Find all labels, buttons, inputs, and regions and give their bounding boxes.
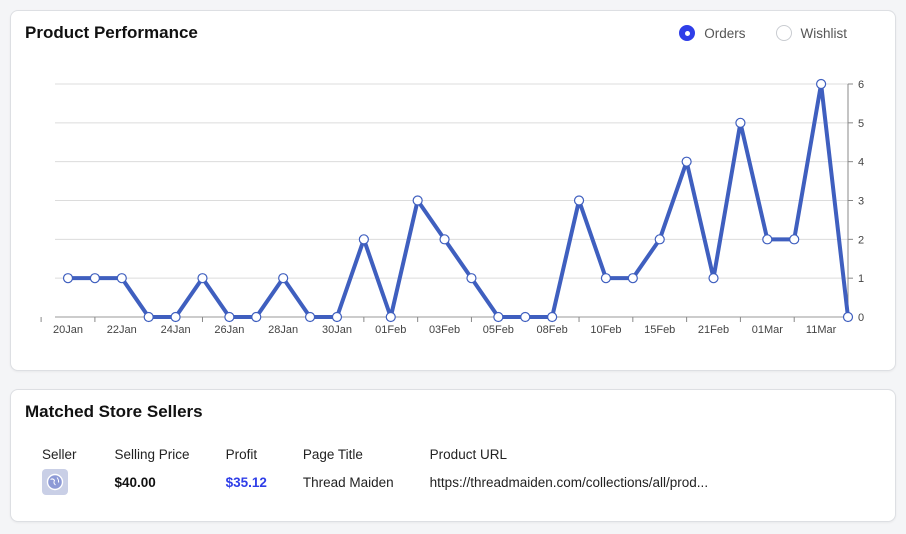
orders-data-point[interactable] <box>842 311 854 323</box>
orders-data-point[interactable] <box>681 156 692 167</box>
profit-cell: $35.12 <box>225 474 267 490</box>
orders-data-point[interactable] <box>735 117 746 128</box>
y-tick-label: 4 <box>858 157 864 169</box>
orders-data-point[interactable] <box>708 273 719 284</box>
wishlist-radio[interactable]: Wishlist <box>775 25 848 41</box>
table-row[interactable]: $40.00 $35.12 Thread Maiden https://thre… <box>25 464 726 500</box>
orders-data-point[interactable] <box>816 78 827 90</box>
orders-data-point[interactable] <box>762 234 773 245</box>
product-performance-card: Product Performance Orders Wishlist 0 1 2 3… <box>10 10 896 371</box>
x-tick-label: 03Feb <box>429 324 460 336</box>
x-tick-label: 08Feb <box>537 324 568 336</box>
y-tick-label: 1 <box>858 273 864 285</box>
wishlist-radio-label: Wishlist <box>800 25 848 41</box>
selling-price-cell: $40.00 <box>114 474 156 490</box>
orders-data-point[interactable] <box>251 311 262 323</box>
orders-radio-icon[interactable] <box>679 25 696 41</box>
orders-data-point[interactable] <box>493 311 504 323</box>
column-header-seller: Seller <box>42 446 77 462</box>
orders-data-point[interactable] <box>466 273 477 284</box>
orders-data-point[interactable] <box>600 273 612 284</box>
page-title-cell: Thread Maiden <box>302 474 394 490</box>
wishlist-radio-icon[interactable] <box>775 25 792 41</box>
chart-series-toggle: Orders Wishlist <box>679 25 847 41</box>
orders-data-point[interactable] <box>654 234 665 245</box>
orders-data-point[interactable] <box>520 311 531 323</box>
y-tick-label: 3 <box>858 196 864 208</box>
y-tick-label: 0 <box>858 312 864 324</box>
x-tick-label: 01Mar <box>752 324 784 336</box>
seller-globe-icon[interactable] <box>42 469 68 495</box>
orders-data-point[interactable] <box>412 195 423 206</box>
column-header-page-title: Page Title <box>302 446 363 462</box>
product-url-link[interactable]: https://threadmaiden.com/collections/all… <box>429 474 709 490</box>
orders-data-point[interactable] <box>197 273 208 284</box>
orders-data-point[interactable] <box>278 273 289 284</box>
sellers-table-header: Seller Selling Price Profit Page Title P… <box>25 444 726 464</box>
orders-series-line <box>68 82 850 319</box>
y-tick-label: 5 <box>858 118 864 130</box>
orders-data-point[interactable] <box>627 273 638 284</box>
orders-data-point[interactable] <box>62 273 74 284</box>
x-tick-label: 26Jan <box>214 324 244 336</box>
orders-data-point[interactable] <box>224 311 235 323</box>
orders-radio[interactable]: Orders <box>679 25 746 41</box>
x-tick-label: 11Mar <box>806 324 837 336</box>
y-tick-label: 6 <box>858 79 864 91</box>
seller-cell <box>25 464 97 500</box>
x-tick-label: 24Jan <box>161 324 191 336</box>
orders-data-point[interactable] <box>304 311 316 323</box>
orders-data-point[interactable] <box>385 311 396 323</box>
column-header-selling-price: Selling Price <box>114 446 190 462</box>
orders-data-point[interactable] <box>116 273 127 284</box>
y-tick-label: 2 <box>858 234 864 246</box>
column-header-product-url: Product URL <box>429 446 507 462</box>
x-tick-label: 10Feb <box>590 324 621 336</box>
x-tick-label: 30Jan <box>322 324 352 336</box>
orders-data-point[interactable] <box>89 273 100 284</box>
orders-line-chart: 0 1 2 3 4 5 6 20Jan 22Jan 24Jan 26Jan 28Jan 30Jan 01F… <box>40 78 864 336</box>
x-tick-label: 20Jan <box>53 324 83 336</box>
orders-data-point[interactable] <box>170 311 181 323</box>
matched-store-sellers-card: Matched Store Sellers Seller Selling Pri… <box>10 389 896 522</box>
orders-data-point[interactable] <box>573 195 585 206</box>
column-header-profit: Profit <box>225 446 258 462</box>
x-tick-label: 15Feb <box>644 324 675 336</box>
orders-data-point[interactable] <box>789 234 800 245</box>
x-tick-label: 05Feb <box>483 324 514 336</box>
orders-data-point[interactable] <box>547 311 558 323</box>
product-performance-title: Product Performance <box>25 23 198 42</box>
x-tick-label: 21Feb <box>698 324 729 336</box>
orders-data-point[interactable] <box>358 234 369 245</box>
orders-data-point[interactable] <box>331 311 343 323</box>
orders-radio-label: Orders <box>704 25 746 41</box>
orders-data-point[interactable] <box>439 234 450 245</box>
x-tick-label: 22Jan <box>107 324 137 336</box>
x-tick-label: 01Feb <box>375 324 406 336</box>
x-tick-label: 28Jan <box>268 324 298 336</box>
orders-data-point[interactable] <box>143 311 154 323</box>
matched-store-sellers-title: Matched Store Sellers <box>25 402 203 421</box>
sellers-table: Seller Selling Price Profit Page Title P… <box>25 444 726 500</box>
